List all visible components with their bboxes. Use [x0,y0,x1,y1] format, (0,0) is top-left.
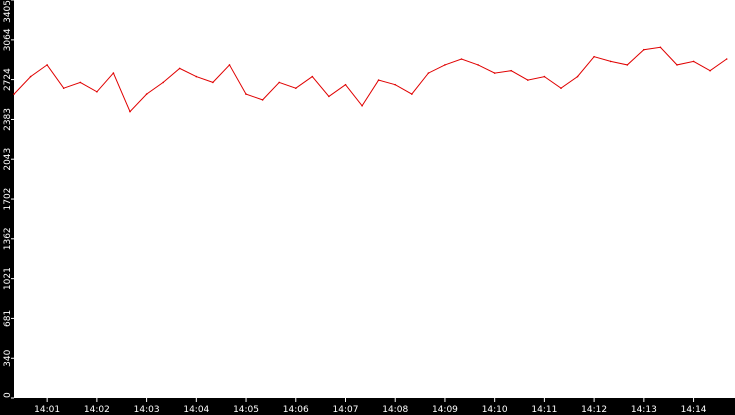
data-point [725,58,728,60]
data-point [62,87,65,89]
data-point [460,58,463,60]
data-point [311,75,314,78]
data-point [692,60,695,63]
x-tick-label: 14:08 [382,405,408,415]
y-tick-label: 0 [3,392,13,398]
x-tick-label: 14:05 [233,405,259,415]
data-point [96,91,98,93]
data-point [527,79,529,81]
x-tick-label: 14:11 [531,405,557,415]
y-tick-label: 1021 [3,267,13,290]
data-point [411,93,413,95]
y-tick-label: 1702 [3,188,13,211]
data-point [543,75,546,78]
data-point [593,55,595,58]
data-point [444,64,446,66]
data-point [278,81,281,84]
x-axis-ticks: 14:01 14:02 14:03 14:04 14:05 14:06 14:07 14:08… [34,398,707,415]
data-point [361,105,363,107]
series-line [13,46,727,113]
data-point [295,87,297,89]
x-tick-label: 14:07 [333,405,359,415]
data-point [195,75,198,78]
data-point [261,99,264,101]
x-tick-label: 14:13 [631,405,657,415]
x-tick-label: 14:04 [183,405,209,415]
data-point [377,79,380,81]
data-point [659,46,662,49]
x-tick-label: 14:02 [84,405,110,415]
data-point [576,75,579,78]
y-tick-label: 2043 [3,148,13,171]
data-point [228,64,231,66]
data-point [145,93,148,95]
data-point [328,95,330,98]
data-point [212,81,214,84]
x-tick-label: 14:01 [34,405,60,415]
data-point [29,75,32,78]
data-point [477,64,479,66]
x-tick-label: 14:03 [134,405,160,415]
y-tick-label: 2724 [3,68,13,91]
data-point [394,83,397,86]
data-point [344,83,347,86]
data-point [13,93,15,95]
y-axis-ticks: 0 340 681 1021 1362 1702 2043 2383 2724 3064 3405 [3,0,14,399]
y-tick-label: 340 [3,349,13,366]
y-tick-label: 2383 [3,108,13,131]
x-tick-label: 14:06 [283,405,309,415]
x-tick-label: 14:12 [581,405,607,415]
x-tick-label: 14:10 [482,405,508,415]
x-axis-band [0,398,735,415]
data-point [245,93,247,95]
data-point [709,69,711,72]
data-point [46,64,48,66]
series-layer [13,46,728,113]
data-point [129,110,131,113]
data-point [493,72,496,74]
data-point [643,48,645,51]
data-point [178,67,181,70]
y-tick-label: 3405 [3,0,13,23]
data-point [112,72,115,74]
y-tick-label: 1362 [3,227,13,250]
y-tick-label: 681 [3,310,13,327]
x-tick-label: 14:14 [681,405,707,415]
data-point [427,72,430,74]
y-tick-label: 3064 [3,28,13,51]
y-axis-band [0,0,14,415]
data-point [676,64,678,66]
data-point [510,69,512,72]
data-point [609,60,612,63]
data-point [79,81,82,84]
data-point [626,64,629,66]
data-point [560,87,562,89]
data-point [162,81,164,84]
x-tick-label: 14:09 [432,405,458,415]
